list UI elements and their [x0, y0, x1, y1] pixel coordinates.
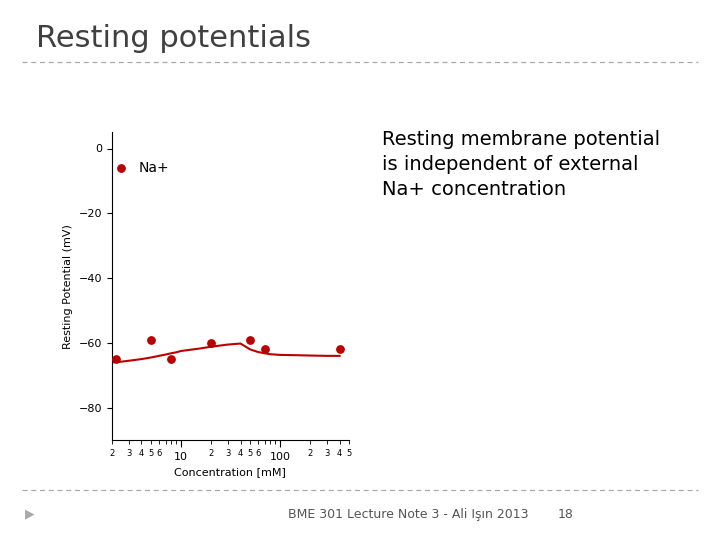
Text: Resting potentials: Resting potentials [36, 24, 311, 53]
X-axis label: Concentration [mM]: Concentration [mM] [174, 468, 287, 477]
Point [334, 345, 346, 354]
Text: ▶: ▶ [25, 508, 35, 521]
Point [205, 339, 217, 347]
Point [166, 355, 177, 363]
Point [115, 164, 127, 172]
Point [258, 345, 270, 354]
Text: Resting membrane potential
is independent of external
Na+ concentration: Resting membrane potential is independen… [382, 130, 660, 199]
Y-axis label: Resting Potential (mV): Resting Potential (mV) [63, 224, 73, 349]
Point [110, 355, 122, 363]
Text: BME 301 Lecture Note 3 - Ali Işın 2013: BME 301 Lecture Note 3 - Ali Işın 2013 [288, 508, 528, 521]
Point [145, 335, 157, 344]
Text: Na+: Na+ [139, 161, 169, 175]
Text: 18: 18 [558, 508, 574, 521]
Point [244, 335, 256, 344]
